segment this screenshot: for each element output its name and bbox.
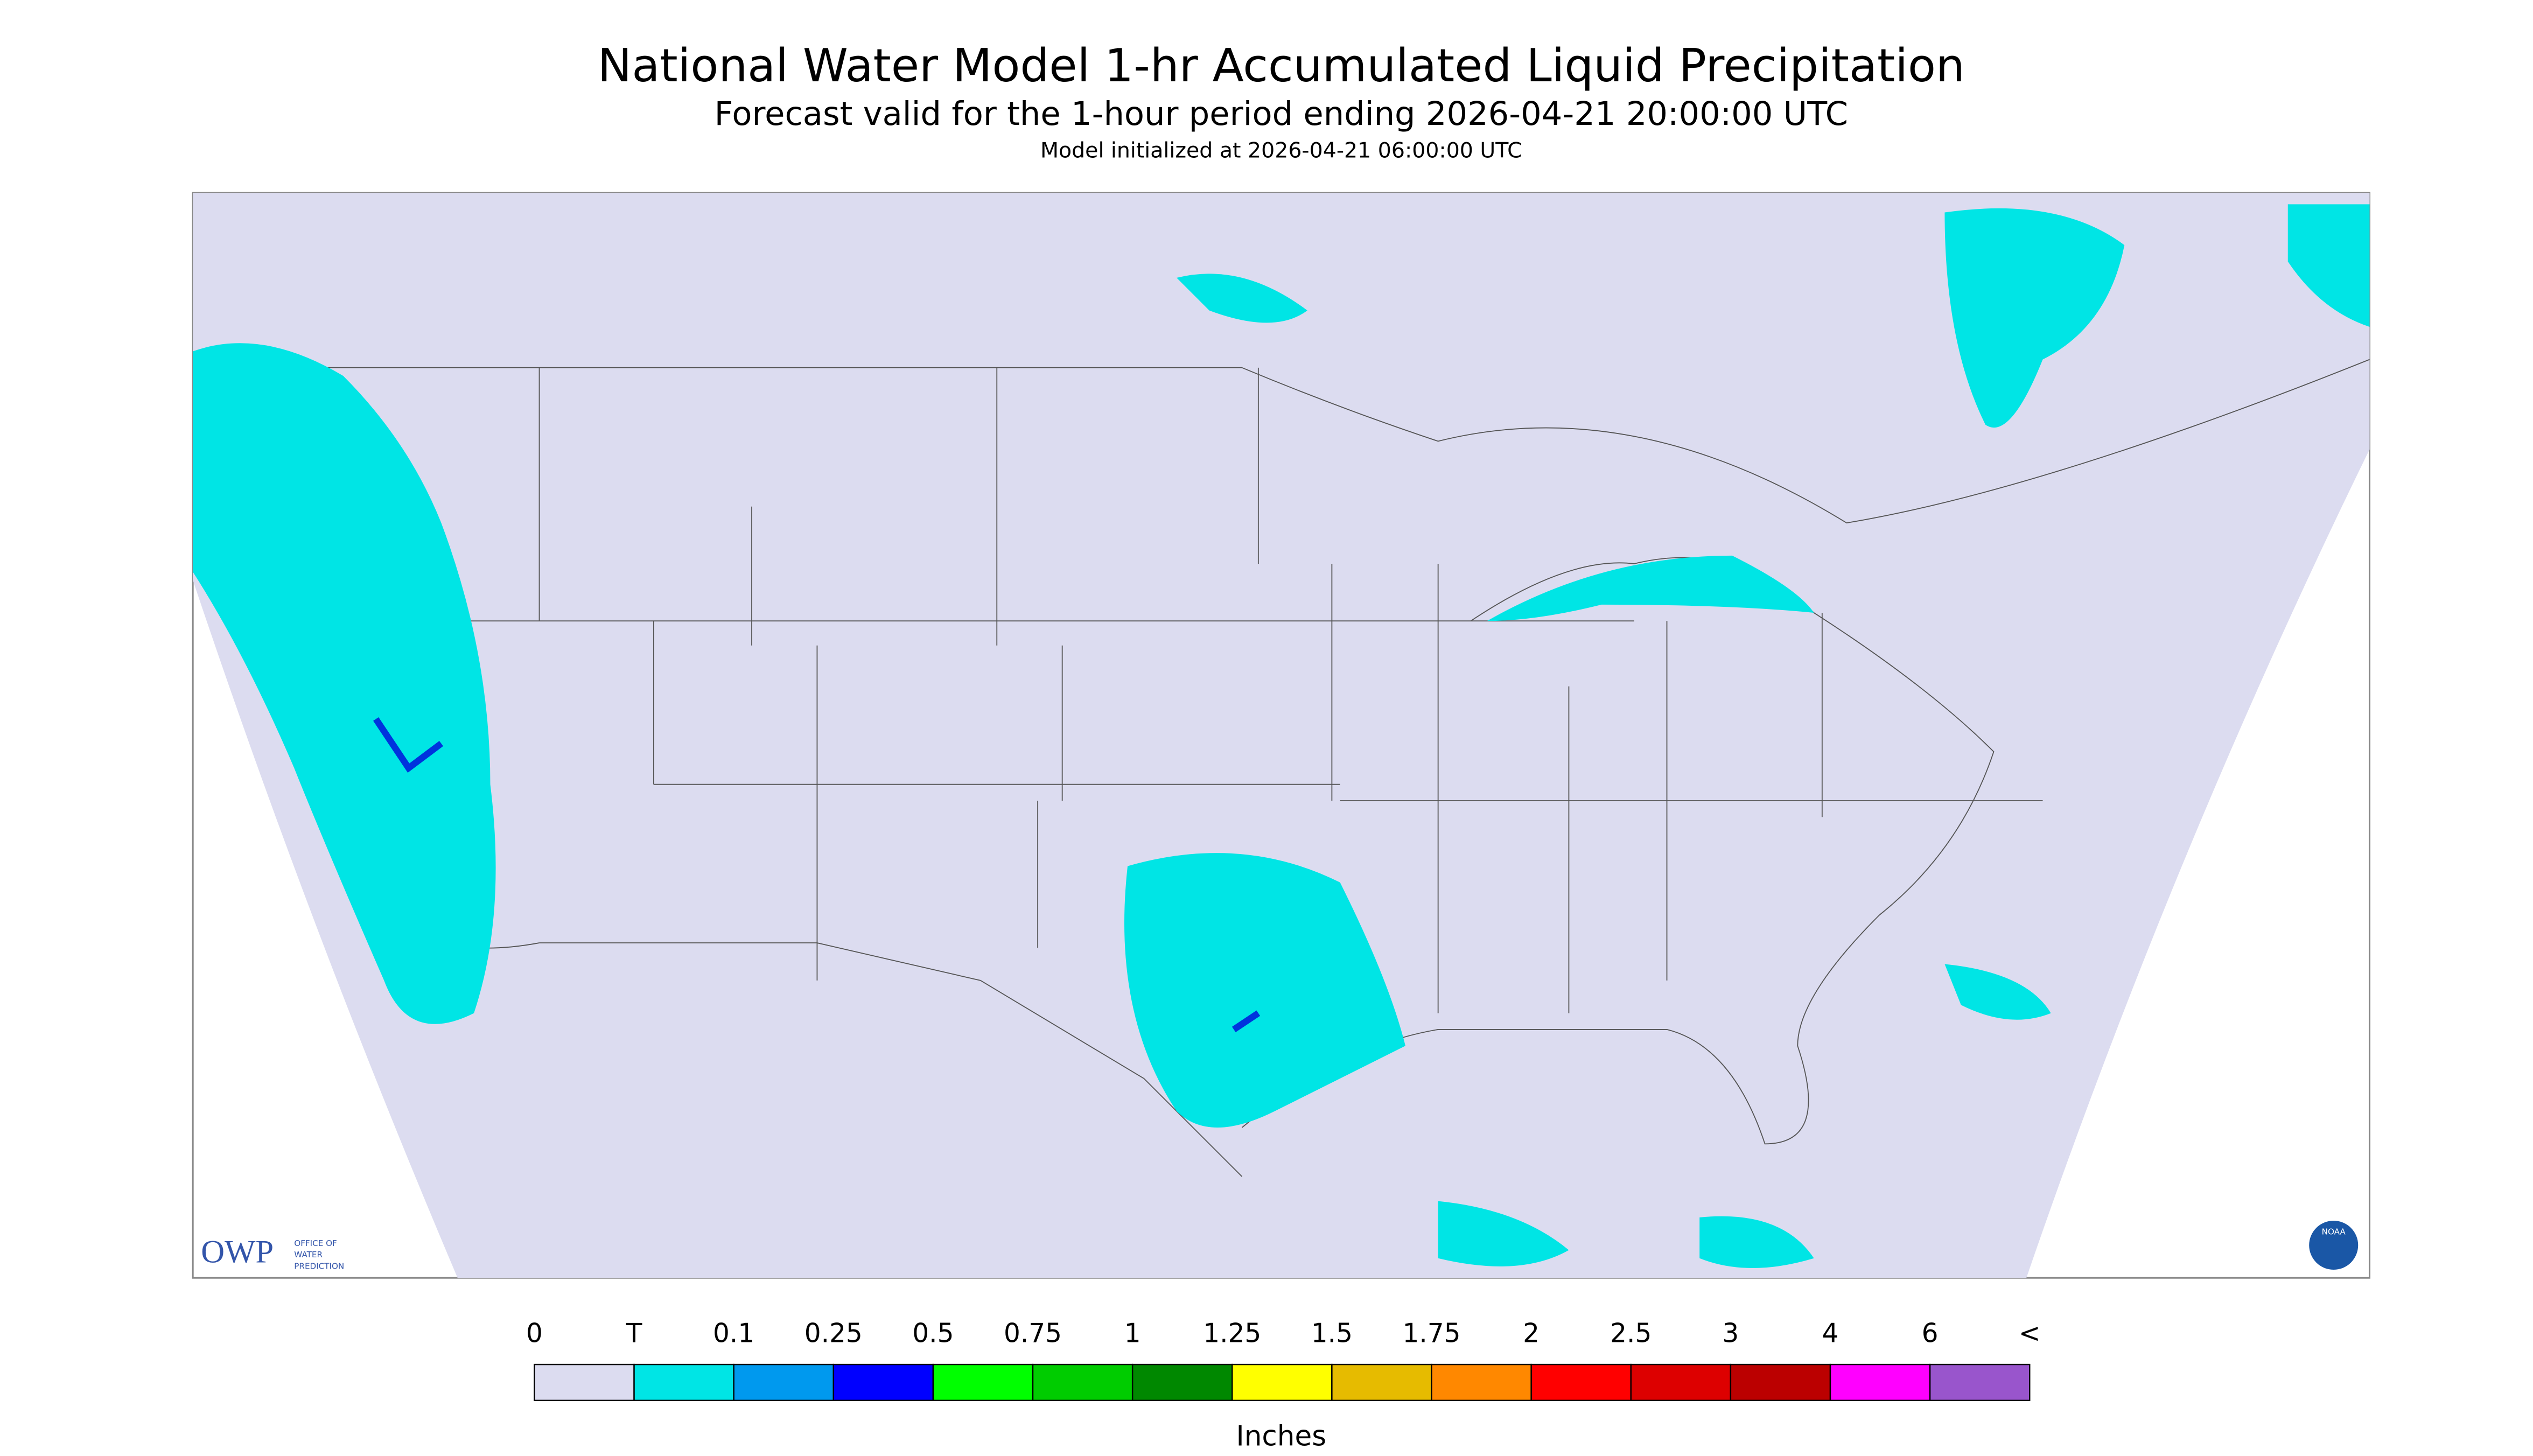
legend-swatch (1829, 1363, 1931, 1402)
legend-swatch (1431, 1363, 1532, 1402)
owp-logo-text: PREDICTION (294, 1261, 344, 1271)
owp-logo: OWP (201, 1234, 274, 1270)
legend-label: 0.1 (713, 1318, 754, 1348)
legend-swatch (1032, 1363, 1133, 1402)
legend-label: 1.5 (1311, 1318, 1353, 1348)
legend-label: T (626, 1318, 642, 1348)
legend-label: 2 (1523, 1318, 1540, 1348)
owp-logo-text: WATER (294, 1250, 323, 1259)
legend-label: 1 (1124, 1318, 1141, 1348)
legend-unit: Inches (1236, 1420, 1327, 1453)
legend-label: 3 (1722, 1318, 1739, 1348)
init-time: Model initialized at 2026-04-21 06:00:00… (1040, 138, 1522, 163)
subtitle: Forecast valid for the 1-hour period end… (715, 95, 1848, 133)
legend-label: 0 (526, 1318, 543, 1348)
legend-label: 1.25 (1203, 1318, 1261, 1348)
legend-label: 4 (1822, 1318, 1839, 1348)
legend-label: < (2019, 1318, 2041, 1348)
legend: 0 T 0.1 0.25 0.5 0.75 1 1.25 1.5 1.75 2 2.5 3 4 6 < (526, 1318, 2041, 1402)
map: OWP OFFICE OF WATER PREDICTION NOAA (192, 192, 2371, 1279)
legend-label: 2.5 (1610, 1318, 1652, 1348)
legend-swatch (1929, 1363, 2031, 1402)
legend-label: 0.5 (912, 1318, 954, 1348)
legend-swatch (534, 1363, 635, 1402)
legend-label: 0.25 (804, 1318, 863, 1348)
legend-swatch (932, 1363, 1034, 1402)
legend-swatch (1730, 1363, 1831, 1402)
model-domain (193, 193, 2370, 1278)
legend-label: 0.75 (1004, 1318, 1062, 1348)
precipitation (193, 204, 2370, 1268)
title: National Water Model 1-hr Accumulated Li… (598, 39, 1965, 93)
noaa-logo (2309, 1220, 2359, 1270)
legend-swatch (1131, 1363, 1233, 1402)
legend-swatch (633, 1363, 734, 1402)
legend-swatch (832, 1363, 934, 1402)
legend-label: 6 (1922, 1318, 1939, 1348)
owp-logo-text: OFFICE OF (294, 1238, 337, 1248)
legend-swatch (1630, 1363, 1732, 1402)
legend-swatch (1331, 1363, 1432, 1402)
noaa-logo-text: NOAA (2322, 1227, 2346, 1237)
legend-swatch (1530, 1363, 1632, 1402)
legend-label: 1.75 (1402, 1318, 1460, 1348)
legend-swatch (1231, 1363, 1333, 1402)
legend-swatch (733, 1363, 834, 1402)
